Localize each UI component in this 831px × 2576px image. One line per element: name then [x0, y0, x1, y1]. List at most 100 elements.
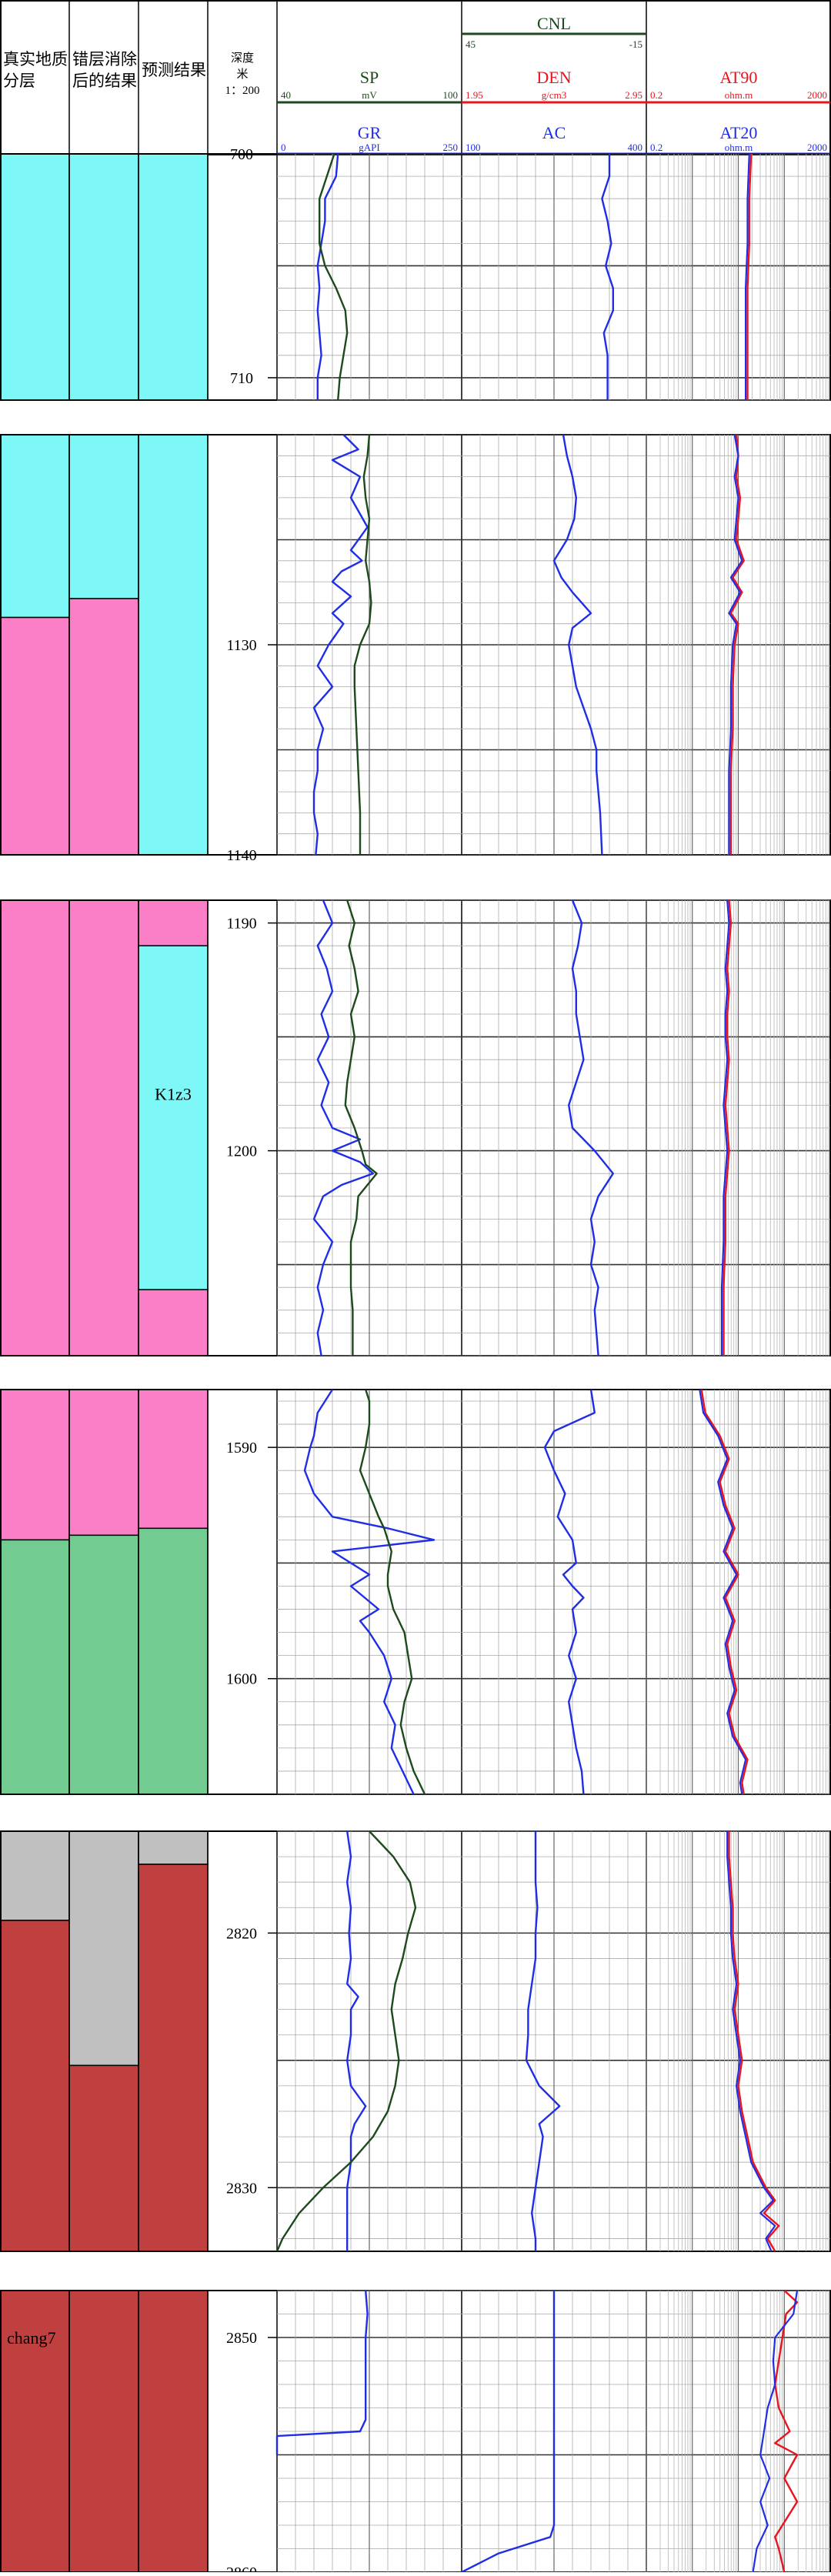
layer-block [68, 1389, 139, 1537]
at90-curve [729, 434, 745, 855]
at20-title: AT20 [720, 123, 758, 142]
col-removed-title-2: 后的结果 [72, 72, 137, 90]
at90-unit: ohm.m [725, 89, 753, 101]
layer-block [68, 899, 139, 1356]
log-panels: 7007101130114011901200K1z315901600282028… [0, 146, 831, 2576]
depth-tick-label: 2820 [226, 1925, 257, 1942]
ac-curve [461, 2291, 556, 2574]
layer-block [68, 2064, 139, 2252]
at20-curve [699, 1389, 747, 1795]
log-header: 真实地质 分层 错层消除 后的结果 预测结果 深度 米 1：200 SP 40 … [0, 0, 831, 155]
sp-curve [275, 1830, 417, 2252]
gr-left: 0 [281, 142, 286, 153]
at20-unit: ohm.m [725, 142, 753, 153]
layer-block [0, 616, 70, 856]
sp-unit: mV [362, 89, 377, 101]
den-left: 1.95 [466, 89, 483, 101]
ac-curve [525, 1831, 561, 2251]
layer-block [138, 945, 209, 1290]
depth-tick-label: 1200 [226, 1143, 257, 1160]
log-panel: 1590 1600 [0, 1389, 831, 1795]
at20-curve [726, 1831, 776, 2252]
layer-block [138, 1864, 209, 2252]
at90-curve [728, 1831, 780, 2252]
layer-block [138, 899, 209, 946]
gr-curve [312, 899, 374, 1356]
den-unit: g/cm3 [542, 89, 567, 101]
cnl-title: CNL [537, 14, 571, 33]
sp-curve [344, 899, 378, 1356]
gr-curve [346, 1830, 367, 2251]
depth-tick-label: 1600 [226, 1671, 257, 1688]
depth-tick-label: 2830 [226, 2180, 257, 2197]
layer-block [0, 1920, 70, 2252]
layer-block [0, 1389, 70, 1541]
sp-title: SP [360, 68, 379, 87]
log-panel: 1190 1200 K1z3 [0, 899, 831, 1356]
layer-block [138, 1389, 209, 1530]
depth-tick-label: 2860 [226, 2564, 257, 2572]
layer-block [138, 1527, 209, 1795]
gr-title: GR [358, 123, 382, 142]
layer-block [68, 434, 139, 599]
gr-unit: gAPI [359, 142, 379, 153]
sp-right: 100 [443, 89, 459, 101]
ac-curve [552, 434, 603, 856]
depth-tick-label: 1190 [226, 916, 256, 933]
cnl-right: -15 [629, 38, 642, 50]
ac-curve [543, 1389, 596, 1795]
layer-block [138, 2290, 209, 2573]
gr-curve [312, 434, 369, 856]
depth-unit: 米 [236, 68, 248, 81]
depth-tick-label: 1140 [226, 847, 256, 864]
depth-tick-label: 700 [230, 146, 253, 163]
at20-left: 0.2 [650, 142, 662, 153]
layer-block [68, 1830, 139, 2067]
log-panel: 1130 1140 [0, 434, 831, 864]
at20-curve [720, 899, 730, 1356]
at90-curve [700, 1389, 749, 1795]
depth-label: 深度 [231, 52, 254, 65]
depth-tick-label: 1130 [226, 637, 256, 654]
depth-scale: 1：200 [225, 85, 259, 97]
ac-curve [568, 899, 614, 1356]
col-true-title-1: 真实地质 [3, 50, 68, 68]
at90-title: AT90 [720, 68, 758, 87]
layer-block [138, 434, 209, 856]
at90-left: 0.2 [650, 89, 662, 101]
col-removed-title-1: 错层消除 [72, 50, 137, 68]
layer-block [138, 1830, 209, 1865]
log-panel: 2850 2860 chang7 [0, 2290, 831, 2576]
zone-label: chang7 [7, 2328, 56, 2347]
ac-curve [601, 154, 614, 400]
sp-curve [353, 434, 372, 855]
gr-curve [316, 153, 339, 400]
layer-block [0, 434, 70, 619]
depth-tick-label: 710 [230, 370, 253, 387]
sp-left: 40 [281, 89, 291, 101]
log-panel: 2820 2830 [0, 1830, 831, 2252]
log-panel: 700 710 [0, 146, 831, 401]
layer-block [68, 1534, 139, 1795]
sp-curve [319, 153, 349, 401]
layer-block [0, 1539, 70, 1795]
gr-curve [303, 1389, 436, 1795]
layer-block [0, 153, 70, 401]
layer-block [68, 598, 139, 856]
col-pred-title: 预测结果 [142, 61, 206, 79]
gr-curve [275, 2290, 369, 2455]
layer-block [68, 2290, 139, 2573]
at20-curve [745, 153, 750, 400]
den-right: 2.95 [625, 89, 642, 101]
ac-left: 100 [466, 142, 481, 153]
layer-block [138, 153, 209, 401]
at20-right: 2000 [807, 142, 827, 153]
layer-block [0, 899, 70, 1356]
ac-title: AC [542, 123, 566, 142]
at20-curve [752, 2290, 799, 2573]
den-title: DEN [536, 68, 571, 87]
col-true-title-2: 分层 [3, 72, 35, 90]
gr-right: 250 [443, 142, 459, 153]
